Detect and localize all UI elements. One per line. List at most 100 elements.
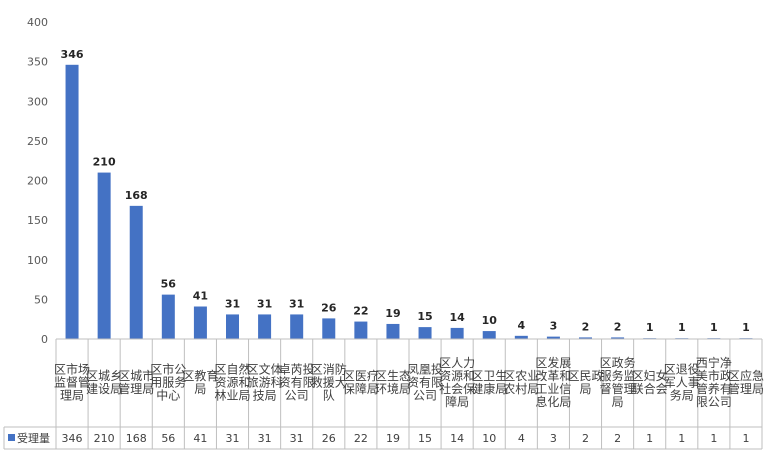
data-label: 19	[385, 307, 400, 320]
category-label: 区应急管理局	[728, 368, 764, 396]
table-value: 26	[322, 432, 336, 445]
bar	[386, 323, 400, 339]
y-tick-label: 250	[27, 135, 48, 148]
y-tick-label: 400	[27, 16, 48, 29]
category-label: 区人力资源和社会保障局	[439, 356, 475, 409]
table-value: 56	[161, 432, 175, 445]
bar	[97, 172, 111, 339]
bar	[258, 314, 272, 339]
bar	[65, 64, 79, 340]
data-label: 22	[353, 305, 368, 318]
y-axis: 0 50 100 150 200 250 300 350 400	[27, 16, 48, 346]
y-tick-label: 150	[27, 214, 48, 227]
table-value: 1	[710, 432, 717, 445]
bar	[129, 205, 143, 339]
category-label: 区妇女联合会	[632, 368, 668, 396]
table-value: 41	[193, 432, 207, 445]
category-label: 区城乡建设局	[86, 369, 122, 396]
table-value: 19	[386, 432, 400, 445]
table-value: 31	[258, 432, 272, 445]
category-label: 区退役军人事务局	[664, 362, 700, 403]
category-label: 区生态环境局	[375, 369, 411, 396]
table-value: 22	[354, 432, 368, 445]
data-label: 2	[614, 320, 622, 333]
table-value: 31	[290, 432, 304, 445]
category-label: 西宁净美市政管养有限公司	[696, 355, 732, 409]
table-value: 15	[418, 432, 432, 445]
table-value: 168	[126, 432, 147, 445]
data-label: 1	[646, 321, 654, 334]
bar	[354, 321, 368, 339]
data-label: 4	[517, 319, 525, 332]
category-label: 卓芮投资有限公司	[279, 362, 315, 403]
category-label: 区市公用服务中心	[150, 362, 186, 403]
data-label: 1	[742, 321, 750, 334]
bar	[482, 331, 496, 339]
category-label: 区消防救援大队	[311, 362, 347, 403]
table-value: 1	[646, 432, 653, 445]
data-label: 1	[710, 321, 718, 334]
data-label: 31	[225, 297, 240, 310]
category-label: 区政务服务监督管理局	[600, 355, 636, 409]
data-label: 15	[417, 310, 432, 323]
bar	[161, 294, 175, 339]
category-label: 区民政局	[567, 369, 603, 396]
series-name: 受理量	[17, 432, 50, 445]
table-value: 2	[614, 432, 621, 445]
bar	[611, 337, 625, 339]
legend-swatch	[8, 434, 15, 441]
data-label: 346	[61, 48, 84, 61]
bar	[418, 327, 432, 339]
category-label: 区市场监督管理局	[54, 362, 90, 403]
bar	[514, 335, 528, 339]
category-label: 区医疗保障局	[343, 369, 379, 396]
table-value: 346	[62, 432, 83, 445]
data-label: 10	[482, 314, 498, 327]
data-table: 区市场监督管理局区城乡建设局区城市管理局区市公用服务中心区教育局区自然资源和林业…	[3, 338, 764, 450]
table-value: 2	[582, 432, 589, 445]
bar	[546, 336, 560, 339]
data-label: 14	[449, 311, 465, 324]
data-label: 31	[289, 297, 304, 310]
bar	[579, 337, 592, 339]
category-label: 区卫生健康局	[471, 369, 507, 396]
data-label: 26	[321, 301, 337, 314]
y-tick-label: 200	[27, 175, 48, 188]
bar	[193, 306, 207, 339]
category-label: 区自然资源和林业局	[214, 362, 250, 403]
data-label: 210	[93, 156, 116, 169]
y-tick-label: 0	[41, 333, 48, 346]
category-label: 区城市管理局	[118, 368, 154, 396]
category-label: 区教育局	[182, 368, 218, 396]
data-label: 2	[582, 320, 590, 333]
data-label: 41	[193, 290, 208, 303]
data-label: 3	[550, 320, 558, 333]
bar	[290, 314, 304, 339]
data-label: 56	[161, 278, 177, 291]
category-label: 凤凰投资有限公司	[407, 362, 443, 403]
table-value: 3	[550, 432, 557, 445]
table-value: 31	[226, 432, 240, 445]
bar	[322, 318, 336, 339]
category-label: 区农业农村局	[503, 369, 539, 396]
data-label: 168	[125, 189, 148, 202]
category-label: 区发展改革和工业信息化局	[535, 355, 571, 409]
table-value: 14	[450, 432, 464, 445]
y-tick-label: 300	[27, 95, 48, 108]
category-label: 区文体旅游科技局	[247, 362, 283, 403]
y-tick-label: 350	[27, 56, 48, 69]
y-tick-label: 100	[27, 254, 48, 267]
table-value: 1	[678, 432, 685, 445]
data-label: 1	[678, 321, 686, 334]
data-label: 31	[257, 297, 272, 310]
table-value: 1	[742, 432, 749, 445]
y-tick-label: 50	[34, 293, 48, 306]
bars-group	[65, 64, 753, 340]
bar	[450, 327, 464, 339]
table-value: 10	[482, 432, 496, 445]
bar	[226, 314, 239, 339]
table-value: 210	[94, 432, 115, 445]
table-value: 4	[518, 432, 525, 445]
